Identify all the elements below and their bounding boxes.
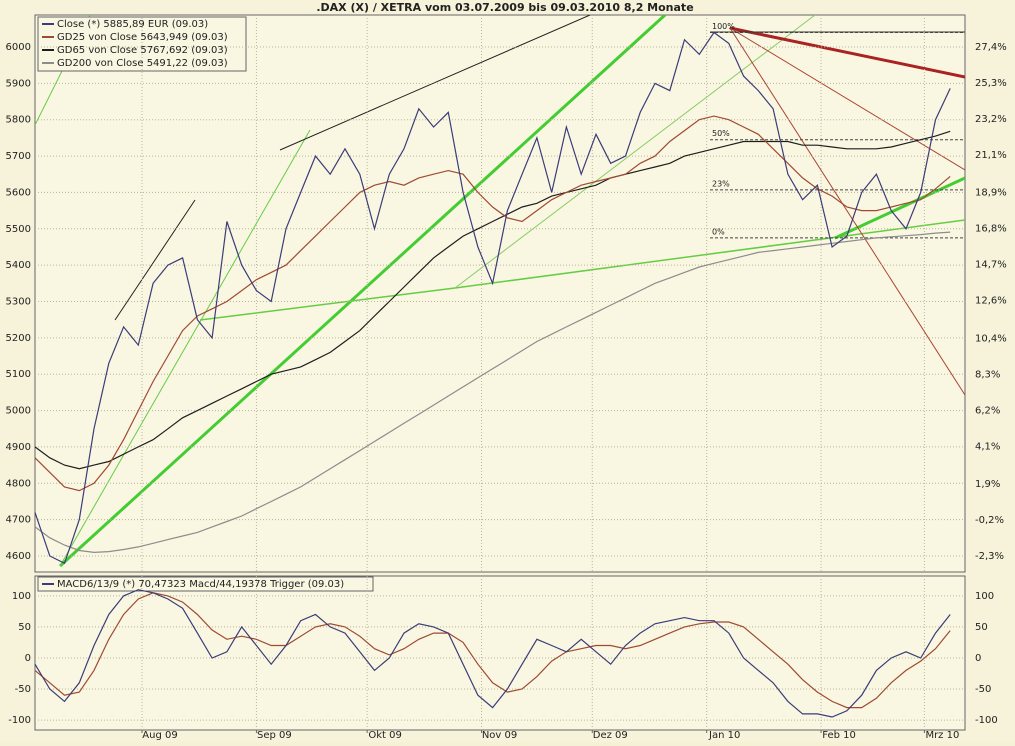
y-tick-label: 4700 [6, 515, 31, 526]
trend-line [59, 129, 311, 567]
y-tick-label: 5800 [6, 115, 31, 126]
y-tick-label: 0 [25, 653, 31, 664]
series-line [34, 130, 951, 470]
y-tick-label-right: 0 [975, 653, 981, 664]
y-tick-label: 4800 [6, 478, 31, 489]
y2-tick-label: 16,8% [975, 224, 1007, 235]
x-tick-label: Nov 09 [482, 730, 517, 741]
trend-line [729, 27, 965, 396]
y-tick-label: 4900 [6, 442, 31, 453]
legend-label: GD25 von Close 5643,949 (09.03) [57, 32, 228, 43]
series-line [34, 592, 951, 709]
y-tick-label: 5600 [6, 187, 31, 198]
y-tick-label: 4600 [6, 551, 31, 562]
y2-tick-label: 10,4% [975, 333, 1007, 344]
legend-box [37, 16, 247, 72]
x-tick-label: Okt 09 [368, 730, 402, 741]
legend-label: MACD6/13/9 (*) 70,47323 Macd/44,19378 Tr… [57, 579, 344, 590]
y2-tick-label: 6,2% [975, 405, 1000, 416]
y-tick-label: 5000 [6, 406, 31, 417]
y-tick-label: 5500 [6, 224, 31, 235]
y2-tick-label: 1,9% [975, 479, 1000, 490]
y2-tick-label: 4,1% [975, 441, 1000, 452]
fib-label: 23% [712, 179, 730, 188]
x-tick-label: Dez 09 [593, 730, 628, 741]
y-tick-label: 5200 [6, 333, 31, 344]
fib-label: 0% [712, 227, 725, 236]
x-tick-label: Aug 09 [142, 730, 177, 741]
legend-label: GD65 von Close 5767,692 (09.03) [57, 45, 228, 56]
macd-legend-box [37, 576, 374, 592]
series-line [34, 231, 951, 554]
trend-line [834, 176, 965, 240]
y2-tick-label: 14,7% [975, 260, 1007, 271]
series-line [34, 31, 951, 565]
y-tick-label-right: 50 [975, 622, 988, 633]
y-tick-label-right: 100 [975, 591, 994, 602]
x-tick-label: Sep 09 [257, 730, 292, 741]
y2-tick-label: 12,6% [975, 296, 1007, 307]
macd-plot [34, 575, 966, 731]
x-tick-label: Feb 10 [822, 730, 856, 741]
trend-line [58, 15, 667, 568]
y-tick-label: 6000 [6, 42, 31, 53]
y-tick-label: -50 [15, 684, 31, 695]
y-tick-label: 5900 [6, 78, 31, 89]
trend-line [729, 27, 965, 171]
x-tick-label: Jan 10 [708, 730, 740, 741]
y-tick-label-right: -100 [975, 715, 998, 726]
fib-label: 50% [712, 129, 730, 138]
trend-line [729, 26, 965, 79]
x-tick-label: Mrz 10 [925, 730, 959, 741]
main-plot [34, 14, 966, 573]
y-tick-label-right: -50 [975, 684, 991, 695]
y-tick-label: 50 [18, 622, 31, 633]
y-tick-label: 5400 [6, 260, 31, 271]
trend-line [114, 199, 196, 321]
legend [37, 16, 247, 72]
y-tick-label: 100 [12, 591, 31, 602]
legend-label: Close (*) 5885,89 EUR (09.03) [57, 19, 208, 30]
y2-tick-label: -2,3% [975, 551, 1004, 562]
y2-tick-label: 25,3% [975, 78, 1007, 89]
series-line [34, 589, 951, 718]
y2-tick-label: 18,9% [975, 188, 1007, 199]
trend-line [454, 15, 816, 289]
trend-line [279, 15, 591, 151]
y2-tick-label: -0,2% [975, 515, 1004, 526]
y2-tick-label: 21,1% [975, 150, 1007, 161]
y2-tick-label: 23,2% [975, 114, 1007, 125]
y2-tick-label: 27,4% [975, 42, 1007, 53]
y-tick-label: 5100 [6, 369, 31, 380]
series-line [34, 115, 951, 492]
fib-label: 100% [712, 22, 735, 31]
trend-lines [35, 15, 965, 568]
y-tick-label: 5700 [6, 151, 31, 162]
y-tick-label: 5300 [6, 296, 31, 307]
y-tick-label: -100 [8, 715, 31, 726]
y2-tick-label: 8,3% [975, 369, 1000, 380]
trend-line [199, 287, 456, 321]
legend-label: GD200 von Close 5491,22 (09.03) [57, 58, 228, 69]
chart-title: .DAX (X) / XETRA vom 03.07.2009 bis 09.0… [316, 1, 693, 14]
trend-line [454, 219, 965, 289]
